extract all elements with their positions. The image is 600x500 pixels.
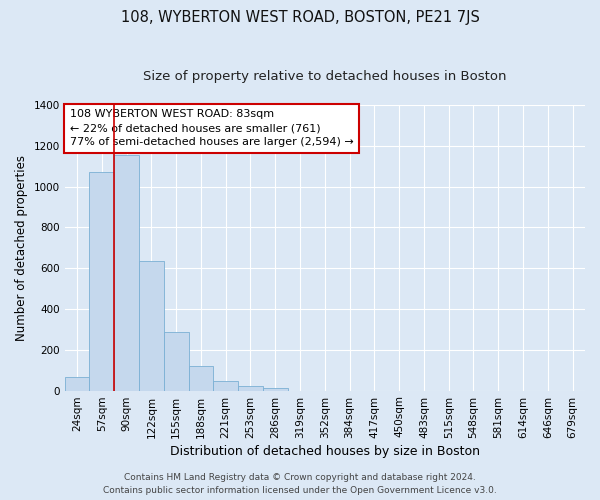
Text: Contains HM Land Registry data © Crown copyright and database right 2024.
Contai: Contains HM Land Registry data © Crown c… [103, 473, 497, 495]
Text: 108, WYBERTON WEST ROAD, BOSTON, PE21 7JS: 108, WYBERTON WEST ROAD, BOSTON, PE21 7J… [121, 10, 479, 25]
Bar [263, 388, 287, 390]
Bar [89, 172, 114, 390]
Bar [65, 378, 89, 390]
Bar [238, 386, 263, 390]
Y-axis label: Number of detached properties: Number of detached properties [15, 155, 28, 341]
Bar [214, 381, 238, 390]
Bar [139, 261, 164, 390]
X-axis label: Distribution of detached houses by size in Boston: Distribution of detached houses by size … [170, 444, 480, 458]
Bar [164, 332, 188, 390]
Bar [114, 155, 139, 390]
Bar [188, 366, 214, 390]
Title: Size of property relative to detached houses in Boston: Size of property relative to detached ho… [143, 70, 506, 83]
Text: 108 WYBERTON WEST ROAD: 83sqm
← 22% of detached houses are smaller (761)
77% of : 108 WYBERTON WEST ROAD: 83sqm ← 22% of d… [70, 110, 353, 148]
